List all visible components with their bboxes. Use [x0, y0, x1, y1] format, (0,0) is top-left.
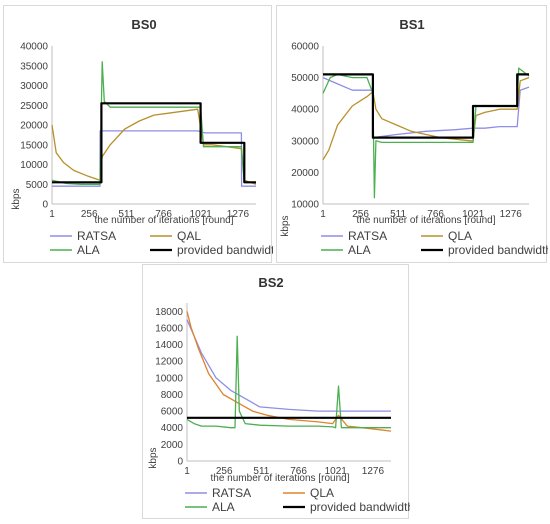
chart-title: BS2	[258, 275, 283, 290]
y-tick-label: 5000	[26, 180, 49, 191]
legend-label: provided bandwidth	[448, 243, 548, 257]
x-tick-label: 1276	[362, 466, 385, 477]
series-line-ratsa	[186, 319, 391, 412]
y-tick-label: 8000	[161, 390, 184, 401]
chart-panel-bs2: BS2 kbps the number of iterations [round…	[142, 264, 410, 519]
y-axis-label: kbps	[148, 447, 159, 468]
y-tick-label: 16000	[155, 323, 183, 334]
y-tick-label: 10000	[155, 373, 183, 384]
legend-label: RATSA	[77, 229, 116, 243]
legend-label: provided bandwidth	[310, 500, 410, 514]
y-tick-label: 0	[177, 457, 183, 468]
y-tick-label: 18000	[155, 307, 183, 318]
y-tick-label: 2000	[161, 440, 184, 451]
x-tick-label: 766	[155, 209, 172, 220]
legend-label: QLA	[448, 229, 472, 243]
y-tick-label: 12000	[155, 357, 183, 368]
chart-bs0: BS0 kbps the number of iterations [round…	[11, 17, 273, 257]
x-tick-label: 256	[81, 209, 98, 220]
legend-label: QAL	[177, 229, 201, 243]
legend-label: ALA	[348, 243, 371, 257]
chart-bs2: BS2 kbps the number of iterations [round…	[148, 275, 410, 514]
y-tick-label: 20000	[20, 121, 48, 132]
series-line-ala	[322, 67, 530, 199]
y-tick-label: 50000	[291, 73, 319, 84]
x-tick-label: 511	[253, 466, 269, 477]
y-tick-label: 20000	[291, 168, 319, 179]
series-line-ratsa	[322, 77, 530, 139]
series-line-ala	[51, 61, 256, 185]
x-tick-label: 766	[290, 466, 307, 477]
chart-bs1: BS1 kbps the number of iterations [round…	[280, 17, 548, 257]
x-tick-label: 256	[216, 466, 233, 477]
series-line-ratsa	[52, 130, 256, 187]
y-tick-label: 6000	[161, 407, 184, 418]
legend-label: QLA	[310, 486, 334, 500]
x-tick-label: 1276	[500, 209, 523, 220]
x-tick-label: 1021	[325, 466, 348, 477]
y-tick-label: 25000	[20, 101, 48, 112]
y-tick-label: 0	[42, 200, 48, 211]
chart-panel-bs1: BS1 kbps the number of iterations [round…	[276, 5, 548, 263]
legend-label: ALA	[77, 243, 100, 257]
x-tick-label: 511	[390, 209, 406, 220]
y-tick-label: 60000	[291, 42, 319, 53]
x-tick-label: 1021	[190, 209, 213, 220]
x-axis-label: the number of iterations [round]	[95, 215, 234, 226]
y-tick-label: 40000	[20, 42, 48, 53]
legend-label: provided bandwidth	[177, 243, 273, 257]
series-line-ala	[186, 335, 391, 429]
series-line-provided-bandwidth	[323, 73, 529, 139]
x-axis-label: the number of iterations [round]	[357, 215, 496, 226]
y-tick-label: 15000	[20, 140, 48, 151]
y-tick-label: 35000	[20, 61, 48, 72]
x-tick-label: 1	[184, 466, 190, 477]
series-line-provided-bandwidth	[52, 102, 256, 184]
y-tick-label: 10000	[291, 200, 319, 211]
x-tick-label: 1	[320, 209, 326, 220]
series-line-qla	[322, 76, 530, 161]
x-tick-label: 1021	[462, 209, 485, 220]
y-tick-label: 30000	[291, 136, 319, 147]
y-axis-label: kbps	[11, 188, 22, 209]
x-tick-label: 766	[427, 209, 444, 220]
y-axis-label: kbps	[280, 215, 291, 236]
x-tick-label: 511	[118, 209, 134, 220]
chart-title: BS1	[399, 17, 424, 32]
legend-label: RATSA	[212, 486, 251, 500]
chart-panel-bs0: BS0 kbps the number of iterations [round…	[3, 5, 273, 263]
y-tick-label: 30000	[20, 81, 48, 92]
y-tick-label: 10000	[20, 160, 48, 171]
chart-title: BS0	[131, 17, 156, 32]
x-tick-label: 1	[49, 209, 55, 220]
x-tick-label: 256	[352, 209, 369, 220]
y-tick-label: 40000	[291, 105, 319, 116]
legend-label: RATSA	[348, 229, 387, 243]
y-tick-label: 4000	[161, 423, 184, 434]
x-tick-label: 1276	[227, 209, 250, 220]
y-tick-label: 14000	[155, 340, 183, 351]
legend-label: ALA	[212, 500, 235, 514]
x-axis-label: the number of iterations [round]	[211, 473, 350, 484]
series-line-qla	[186, 311, 392, 432]
